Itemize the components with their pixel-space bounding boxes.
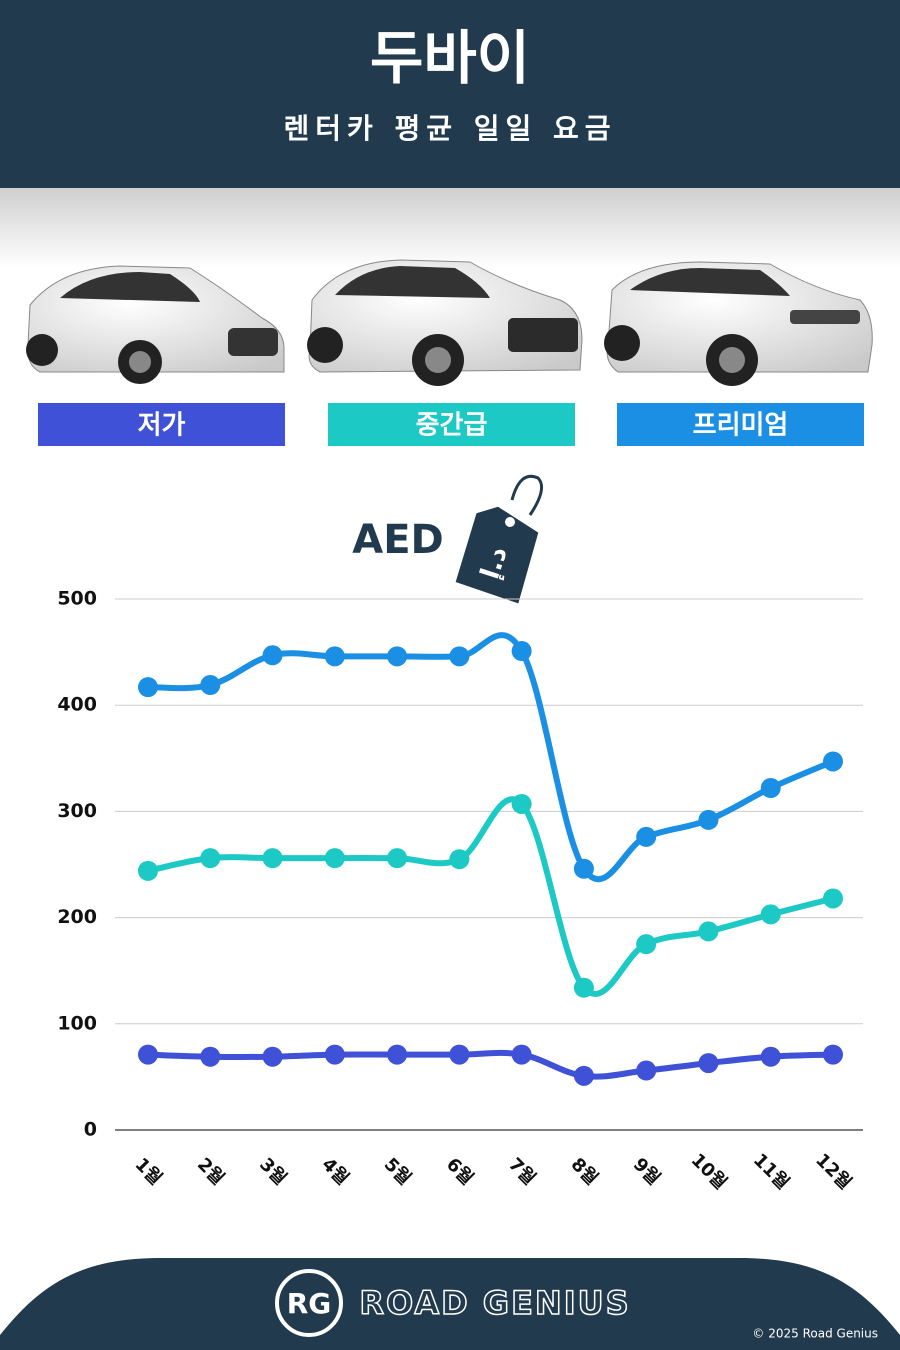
data-point: [324, 1044, 345, 1065]
x-tick-label: 10월: [687, 1150, 731, 1194]
data-point: [698, 809, 719, 830]
x-tick-label: 4월: [317, 1154, 352, 1189]
data-point: [262, 848, 283, 869]
x-tick-label: 6월: [442, 1154, 477, 1189]
price-tag: د.إ: [455, 474, 544, 604]
data-point: [200, 848, 221, 869]
data-point: [636, 826, 657, 847]
data-point: [324, 848, 345, 869]
chart-subtitle: 렌터카 평균 일일 요금: [283, 112, 616, 145]
data-point: [511, 793, 532, 814]
car-budget: [26, 265, 285, 384]
legend-swatch: [617, 403, 864, 446]
data-point: [324, 646, 345, 667]
data-point: [262, 1046, 283, 1067]
legend-label: 중간급: [416, 411, 488, 441]
footer-background: [0, 1258, 900, 1350]
y-tick-label: 300: [57, 800, 97, 822]
logo-circle: [275, 1269, 343, 1337]
data-point: [698, 921, 719, 942]
data-point: [262, 645, 283, 666]
x-tick-label: 8월: [567, 1154, 602, 1189]
data-point: [200, 1046, 221, 1067]
data-point: [698, 1053, 719, 1074]
data-point: [200, 675, 221, 696]
series-line: [147, 632, 835, 883]
data-point: [573, 858, 594, 879]
x-tick-label: 9월: [629, 1154, 664, 1189]
data-point: [760, 778, 781, 799]
legend-label: 저가: [138, 411, 186, 441]
y-tick-label: 0: [84, 1119, 97, 1141]
data-point: [387, 848, 408, 869]
y-tick-label: 400: [57, 694, 97, 716]
data-point: [387, 1044, 408, 1065]
copyright: © 2025 Road Genius: [752, 1327, 878, 1341]
y-tick-label: 100: [57, 1012, 97, 1034]
data-point: [449, 849, 470, 870]
data-point: [449, 646, 470, 667]
brand: ROAD GENIUS: [359, 1284, 630, 1322]
legend-swatch: [38, 403, 285, 446]
series-line: [147, 1049, 834, 1080]
data-point: [573, 1065, 594, 1086]
data-point: [138, 677, 158, 698]
series-line: [147, 796, 834, 997]
data-point: [823, 751, 843, 772]
y-tick-label: 200: [57, 906, 97, 928]
data-point: [573, 977, 594, 998]
data-point: [760, 904, 781, 925]
car-premium: [604, 261, 873, 386]
x-tick-label: 1월: [131, 1154, 166, 1189]
data-point: [636, 1060, 657, 1081]
data-point: [138, 860, 158, 881]
legend-label: 프리미엄: [693, 411, 789, 441]
legend-swatch: [328, 403, 575, 446]
x-tick-label: 5월: [380, 1154, 415, 1189]
data-point: [823, 1044, 843, 1065]
x-tick-label: 3월: [255, 1154, 290, 1189]
data-point: [823, 888, 843, 909]
y-tick-label: 500: [57, 588, 97, 610]
data-point: [138, 1044, 158, 1065]
car-mid: [307, 259, 583, 386]
data-point: [636, 934, 657, 955]
header-shadow: [0, 188, 900, 268]
data-point: [511, 641, 532, 662]
data-point: [449, 1044, 470, 1065]
logo: RG: [287, 1287, 332, 1320]
chart-title: 두바이: [370, 24, 530, 92]
header-background: [0, 0, 900, 188]
data-point: [511, 1044, 532, 1065]
x-tick-label: 7월: [504, 1154, 539, 1189]
data-point: [387, 646, 408, 667]
data-point: [760, 1046, 781, 1067]
y-unit-label: AED: [352, 517, 443, 563]
x-tick-label: 2월: [193, 1154, 228, 1189]
x-tick-label: 12월: [811, 1150, 855, 1194]
x-tick-label: 11월: [749, 1150, 793, 1194]
